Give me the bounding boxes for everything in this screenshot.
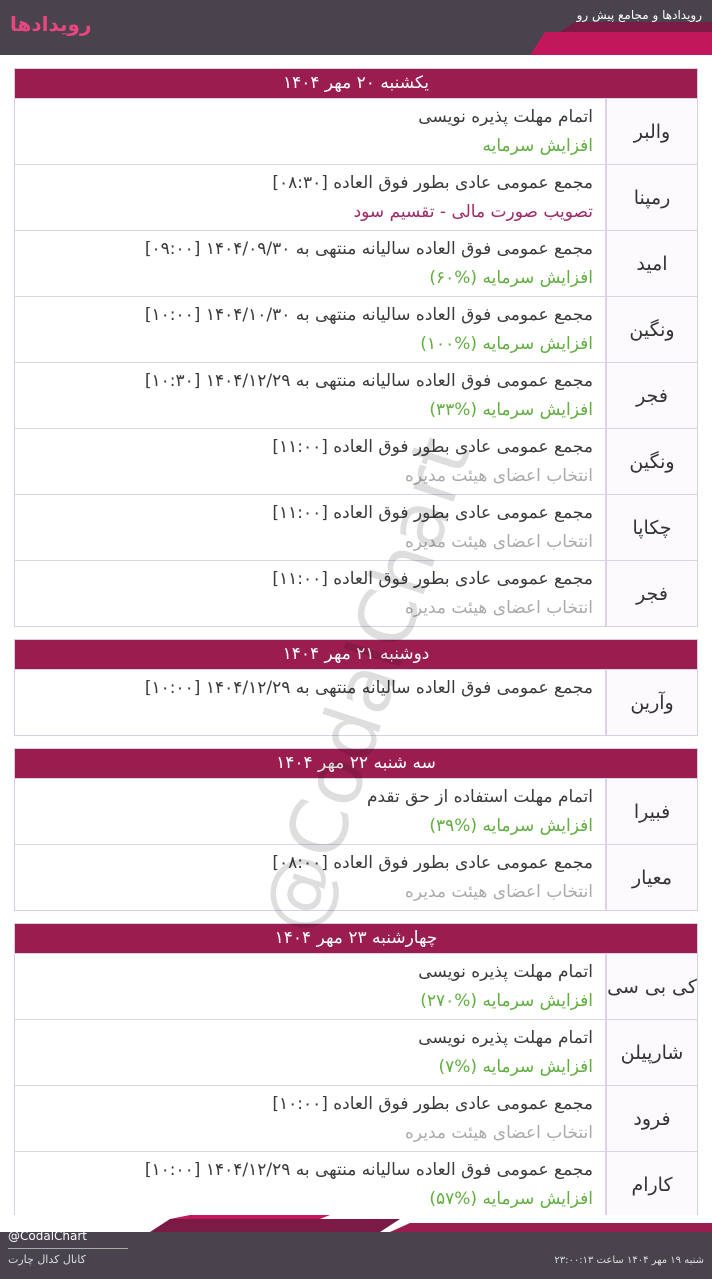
timestamp: شنبه ۱۹ مهر ۱۴۰۴ ساعت ۲۳:۰۰:۱۳	[554, 1255, 704, 1266]
footer: @CodalChart کانال کدال چارت شنبه ۱۹ مهر …	[0, 1215, 712, 1279]
event-row: کارام مجمع عمومی فوق العاده سالیانه منتهی…	[15, 1151, 697, 1217]
event-detail: افزایش سرمایه	[482, 136, 593, 156]
event-detail: افزایش سرمایه (%۳۹)	[429, 816, 593, 836]
event-title: مجمع عمومی فوق العاده سالیانه منتهی به ۱…	[144, 678, 593, 698]
day-title: چهارشنبه ۲۳ مهر ۱۴۰۴	[15, 924, 697, 953]
event-body: مجمع عمومی فوق العاده سالیانه منتهی به ۱…	[15, 363, 605, 428]
channel-name: کانال کدال چارت	[8, 1253, 86, 1266]
event-body: مجمع عمومی فوق العاده سالیانه منتهی به ۱…	[15, 670, 605, 735]
symbol: وآرین	[605, 670, 697, 735]
symbol: ونگین	[605, 297, 697, 362]
event-detail: انتخاب اعضای هیئت مدیره	[404, 532, 593, 552]
page-subtitle: رویدادها و مجامع پیش رو	[576, 8, 702, 22]
symbol: معیار	[605, 845, 697, 910]
event-detail: انتخاب اعضای هیئت مدیره	[404, 466, 593, 486]
event-body: مجمع عمومی عادی بطور فوق العاده [۱۱:۰۰] ا…	[15, 429, 605, 494]
event-title: مجمع عمومی فوق العاده سالیانه منتهی به ۱…	[144, 239, 593, 259]
event-title: اتمام مهلت پذیره نویسی	[418, 107, 593, 127]
event-detail: افزایش سرمایه (%۱۰۰)	[420, 334, 593, 354]
event-row: شارپیلن اتمام مهلت پذیره نویسی افزایش سرما…	[15, 1019, 697, 1085]
event-body: مجمع عمومی فوق العاده سالیانه منتهی به ۱…	[15, 231, 605, 296]
event-title: مجمع عمومی فوق العاده سالیانه منتهی به ۱…	[144, 1160, 593, 1180]
event-row: فجر مجمع عمومی عادی بطور فوق العاده [۱۱:۰…	[15, 560, 697, 626]
event-detail: تصویب صورت مالی - تقسیم سود	[353, 202, 593, 222]
event-row: فبیرا اتمام مهلت استفاده از حق تقدم افزایش…	[15, 778, 697, 844]
event-title: مجمع عمومی فوق العاده سالیانه منتهی به ۱…	[144, 305, 593, 325]
symbol: چکاپا	[605, 495, 697, 560]
event-body: مجمع عمومی عادی بطور فوق العاده [۰۸:۰۰] ا…	[15, 845, 605, 910]
event-title: مجمع عمومی عادی بطور فوق العاده [۱۱:۰۰]	[272, 437, 593, 457]
event-row: کی بی سی اتمام مهلت پذیره نویسی افزایش سرم…	[15, 953, 697, 1019]
symbol: فرود	[605, 1086, 697, 1151]
day-title: یکشنبه ۲۰ مهر ۱۴۰۴	[15, 69, 697, 98]
symbol: فجر	[605, 561, 697, 626]
day-section: چهارشنبه ۲۳ مهر ۱۴۰۴ کی بی سی اتمام مهلت پ…	[14, 923, 698, 1218]
event-title: اتمام مهلت استفاده از حق تقدم	[366, 787, 593, 807]
event-body: مجمع عمومی عادی بطور فوق العاده [۱۰:۰۰] ا…	[15, 1086, 605, 1151]
event-body: اتمام مهلت پذیره نویسی افزایش سرمایه (%۲۷…	[15, 954, 605, 1019]
event-title: مجمع عمومی عادی بطور فوق العاده [۱۰:۰۰]	[272, 1094, 593, 1114]
symbol: کی بی سی	[605, 954, 697, 1019]
header-decoration	[530, 22, 712, 55]
event-title: مجمع عمومی عادی بطور فوق العاده [۰۸:۳۰]	[272, 173, 593, 193]
app-title: رویدادها	[10, 12, 92, 36]
footer-decoration	[0, 1215, 712, 1232]
event-body: اتمام مهلت پذیره نویسی افزایش سرمایه (%۷)	[15, 1020, 605, 1085]
event-title: اتمام مهلت پذیره نویسی	[418, 1028, 593, 1048]
symbol: رمپنا	[605, 165, 697, 230]
event-title: مجمع عمومی عادی بطور فوق العاده [۱۱:۰۰]	[272, 503, 593, 523]
event-detail: افزایش سرمایه (%۳۳)	[429, 400, 593, 420]
event-title: مجمع عمومی عادی بطور فوق العاده [۰۸:۰۰]	[272, 853, 593, 873]
symbol: کارام	[605, 1152, 697, 1217]
event-row: امید مجمع عمومی فوق العاده سالیانه منتهی …	[15, 230, 697, 296]
event-detail: انتخاب اعضای هیئت مدیره	[404, 882, 593, 902]
symbol: فجر	[605, 363, 697, 428]
event-body: مجمع عمومی فوق العاده سالیانه منتهی به ۱…	[15, 1152, 605, 1217]
day-title: دوشنبه ۲۱ مهر ۱۴۰۴	[15, 640, 697, 669]
day-section: دوشنبه ۲۱ مهر ۱۴۰۴ وآرین مجمع عمومی فوق ال…	[14, 639, 698, 736]
event-row: وآرین مجمع عمومی فوق العاده سالیانه منتهی…	[15, 669, 697, 735]
event-row: رمپنا مجمع عمومی عادی بطور فوق العاده [۰۸…	[15, 164, 697, 230]
event-detail: انتخاب اعضای هیئت مدیره	[404, 598, 593, 618]
symbol: والبر	[605, 99, 697, 164]
event-detail: انتخاب اعضای هیئت مدیره	[404, 1123, 593, 1143]
day-title: سه شنبه ۲۲ مهر ۱۴۰۴	[15, 749, 697, 778]
event-title: مجمع عمومی فوق العاده سالیانه منتهی به ۱…	[144, 371, 593, 391]
brand: @CodalChart	[8, 1229, 88, 1243]
event-body: مجمع عمومی عادی بطور فوق العاده [۱۱:۰۰] ا…	[15, 495, 605, 560]
event-row: فجر مجمع عمومی فوق العاده سالیانه منتهی ب…	[15, 362, 697, 428]
event-detail: افزایش سرمایه (%۶۰)	[429, 268, 593, 288]
event-row: معیار مجمع عمومی عادی بطور فوق العاده [۰۸…	[15, 844, 697, 910]
event-title: مجمع عمومی عادی بطور فوق العاده [۱۱:۰۰]	[272, 569, 593, 589]
day-section: یکشنبه ۲۰ مهر ۱۴۰۴ والبر اتمام مهلت پذیره …	[14, 68, 698, 627]
divider	[8, 1248, 128, 1249]
event-row: والبر اتمام مهلت پذیره نویسی افزایش سرمایه	[15, 98, 697, 164]
event-body: اتمام مهلت استفاده از حق تقدم افزایش سرما…	[15, 779, 605, 844]
symbol: شارپیلن	[605, 1020, 697, 1085]
event-detail: افزایش سرمایه (%۷)	[438, 1057, 594, 1077]
event-row: ونگین مجمع عمومی عادی بطور فوق العاده [۱۱…	[15, 428, 697, 494]
event-detail: افزایش سرمایه (%۵۷)	[429, 1189, 593, 1209]
event-detail: افزایش سرمایه (%۲۷۰)	[420, 991, 593, 1011]
symbol: امید	[605, 231, 697, 296]
event-body: مجمع عمومی فوق العاده سالیانه منتهی به ۱…	[15, 297, 605, 362]
event-body: مجمع عمومی عادی بطور فوق العاده [۰۸:۳۰] ت…	[15, 165, 605, 230]
event-row: فرود مجمع عمومی عادی بطور فوق العاده [۱۰:…	[15, 1085, 697, 1151]
event-list: یکشنبه ۲۰ مهر ۱۴۰۴ والبر اتمام مهلت پذیره …	[14, 68, 698, 1230]
event-body: مجمع عمومی عادی بطور فوق العاده [۱۱:۰۰] ا…	[15, 561, 605, 626]
header: رویدادها رویدادها و مجامع پیش رو	[0, 0, 712, 55]
symbol: ونگین	[605, 429, 697, 494]
event-row: ونگین مجمع عمومی فوق العاده سالیانه منتهی…	[15, 296, 697, 362]
day-section: سه شنبه ۲۲ مهر ۱۴۰۴ فبیرا اتمام مهلت استفا…	[14, 748, 698, 911]
event-title: اتمام مهلت پذیره نویسی	[418, 962, 593, 982]
event-body: اتمام مهلت پذیره نویسی افزایش سرمایه	[15, 99, 605, 164]
event-row: چکاپا مجمع عمومی عادی بطور فوق العاده [۱۱…	[15, 494, 697, 560]
symbol: فبیرا	[605, 779, 697, 844]
